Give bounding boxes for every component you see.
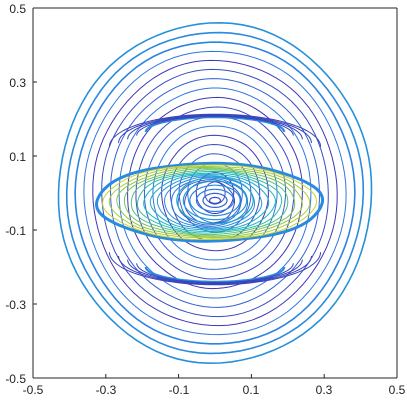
upper-cap-contour: [127, 115, 303, 140]
x-tick-label: -0.1: [169, 383, 190, 397]
x-tick-label: 0.5: [389, 383, 406, 397]
lower-cap-contour: [108, 252, 322, 286]
x-tick-label: -0.3: [96, 383, 117, 397]
bubble-contour: [184, 180, 235, 224]
y-tick-label: -0.3: [5, 298, 26, 312]
core-contour: [176, 176, 254, 225]
outer-shock-contour: [143, 116, 287, 270]
bubble-contour: [143, 172, 276, 232]
upper-cap-contour: [136, 115, 294, 136]
lower-cap-contour: [144, 266, 286, 283]
y-tick-label: 0.5: [9, 2, 26, 16]
contour-lines: [57, 21, 373, 365]
core-contour: [189, 184, 241, 217]
upper-cap-contour: [108, 113, 322, 147]
y-tick-label: 0.1: [9, 150, 26, 164]
outer-shock-contour: [161, 134, 269, 252]
tick-marks: [32, 7, 398, 379]
outer-shock-contour: [92, 59, 338, 327]
lower-cap-contour: [118, 255, 312, 285]
x-tick-label: 0.1: [243, 383, 260, 397]
core-contour: [208, 196, 222, 204]
outer-shock-contour: [109, 78, 321, 308]
bubble-contour: [130, 169, 289, 236]
y-tick-label: -0.5: [5, 372, 26, 386]
x-tick-label: -0.5: [23, 383, 44, 397]
x-tick-label: 0.3: [316, 383, 333, 397]
upper-cap-contour: [144, 115, 286, 133]
bubble-contour: [94, 161, 325, 243]
axes: [32, 7, 398, 379]
core-contour: [202, 192, 228, 208]
outer-shock-contour: [65, 31, 365, 355]
bubble-contour: [149, 174, 270, 231]
core-contour: [195, 188, 235, 213]
bubble-contour: [156, 175, 263, 230]
bubble-contour: [123, 168, 296, 237]
outer-shock-contour: [152, 125, 278, 261]
x-tick-labels: -0.5 -0.3 -0.1 0.1 0.3 0.5: [23, 383, 406, 397]
upper-cap-contour: [118, 114, 312, 144]
lower-cap-contour: [136, 263, 294, 283]
outer-shock-contour: [83, 50, 347, 336]
bubble-contour: [108, 165, 311, 239]
bubble-contour: [164, 176, 256, 229]
y-tick-labels: 0.5 0.3 0.1 -0.1 -0.3 -0.5: [5, 2, 26, 386]
outer-shock-contour: [74, 41, 356, 345]
bubble-contour: [136, 170, 283, 234]
y-tick-label: 0.3: [9, 76, 26, 90]
outer-shock-contour: [169, 143, 261, 243]
outer-shock-contour: [57, 21, 373, 365]
y-tick-label: -0.1: [5, 224, 26, 238]
core-contour: [182, 180, 248, 221]
bubble-contour: [116, 167, 303, 238]
bubble-contour: [102, 164, 318, 241]
lower-cap-contour: [127, 259, 303, 284]
outer-shock-contour: [127, 96, 303, 290]
